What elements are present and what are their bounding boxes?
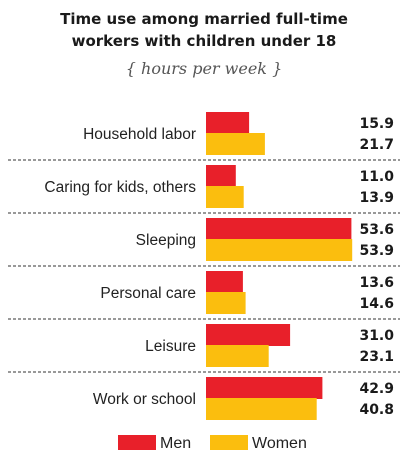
category-label-personal-care: Personal care (100, 285, 196, 302)
category-label-household-labor: Household labor (83, 126, 196, 143)
value-label-men-household-labor: 15.9 (359, 116, 394, 132)
bar-men-personal-care (206, 271, 243, 293)
value-label-men-caring-for-kids-others: 11.0 (359, 169, 394, 185)
bar-men-leisure (206, 324, 291, 346)
chart-subtitle: { hours per week } (126, 59, 283, 78)
legend: Men Women (118, 435, 307, 452)
value-label-women-household-labor: 21.7 (359, 137, 394, 153)
legend-label-women: Women (252, 435, 307, 452)
bar-women-caring-for-kids-others (206, 186, 244, 208)
bar-men-sleeping (206, 218, 352, 240)
bar-women-personal-care (206, 292, 246, 314)
legend-label-men: Men (160, 435, 191, 452)
value-label-men-leisure: 31.0 (359, 328, 394, 344)
value-label-men-personal-care: 13.6 (359, 275, 394, 291)
value-label-men-sleeping: 53.6 (359, 222, 394, 238)
category-label-leisure: Leisure (145, 338, 196, 355)
value-label-women-leisure: 23.1 (359, 349, 394, 365)
value-label-women-work-or-school: 40.8 (359, 402, 394, 418)
plot-area: 15.9 21.7 Household labor 11.0 13.9 Caring fo… (8, 112, 400, 420)
legend-swatch-women (210, 435, 248, 450)
bar-men-household-labor (206, 112, 250, 134)
category-label-work-or-school: Work or school (93, 391, 196, 408)
value-label-men-work-or-school: 42.9 (359, 381, 394, 397)
bar-women-leisure (206, 345, 269, 367)
bar-men-work-or-school (206, 377, 323, 399)
legend-swatch-men (118, 435, 156, 450)
value-label-women-caring-for-kids-others: 13.9 (359, 190, 394, 206)
value-label-women-personal-care: 14.6 (359, 296, 394, 312)
bar-men-caring-for-kids-others (206, 165, 236, 187)
value-label-women-sleeping: 53.9 (359, 243, 394, 259)
chart-title-line-2: workers with children under 18 (72, 32, 337, 50)
bar-women-work-or-school (206, 398, 317, 420)
chart-title-line-1: Time use among married full-time (60, 10, 348, 28)
category-label-caring-for-kids-others: Caring for kids, others (44, 179, 196, 196)
bar-women-sleeping (206, 239, 353, 261)
bar-women-household-labor (206, 133, 265, 155)
category-label-sleeping: Sleeping (136, 232, 196, 249)
